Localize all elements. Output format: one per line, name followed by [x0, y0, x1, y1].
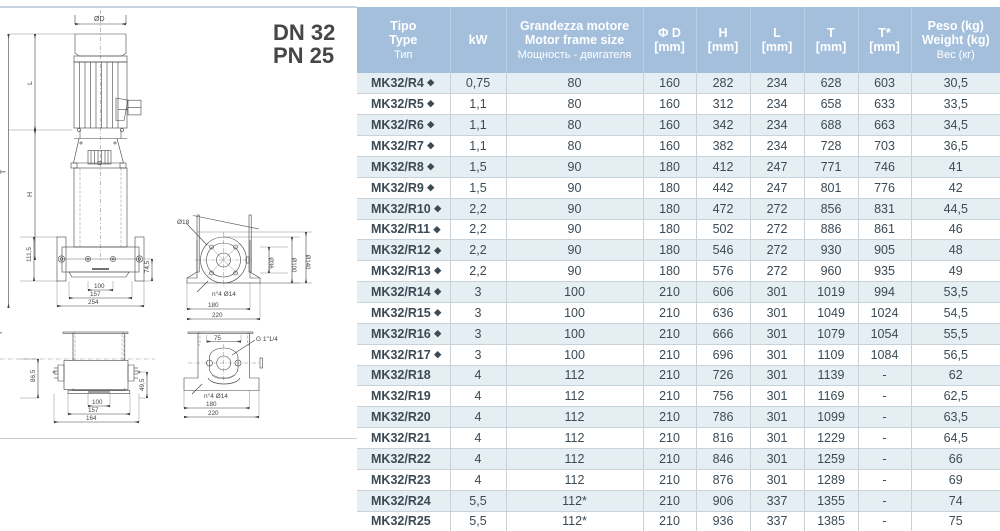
svg-text:180: 180: [208, 302, 219, 309]
svg-text:n°4 Ø14: n°4 Ø14: [204, 392, 228, 400]
svg-text:157: 157: [90, 291, 101, 298]
svg-text:G 1"1/4: G 1"1/4: [256, 336, 278, 343]
svg-text:164: 164: [86, 415, 97, 422]
svg-text:180: 180: [206, 401, 217, 408]
svg-text:220: 220: [212, 312, 223, 319]
svg-text:254: 254: [88, 299, 99, 306]
svg-text:100: 100: [92, 399, 103, 406]
svg-text:T: T: [1, 169, 8, 174]
svg-text:ØD: ØD: [94, 16, 105, 23]
svg-text:100: 100: [94, 283, 105, 290]
svg-text:T: T: [0, 330, 4, 335]
svg-text:H: H: [27, 192, 34, 197]
svg-text:74,5: 74,5: [144, 260, 151, 273]
svg-text:86,5: 86,5: [30, 369, 37, 382]
svg-text:Ø36: Ø36: [267, 257, 273, 269]
svg-text:111,5: 111,5: [26, 247, 33, 262]
svg-text:L: L: [27, 81, 34, 85]
svg-text:75: 75: [214, 335, 222, 342]
svg-text:DN 32: DN 32: [273, 20, 335, 45]
svg-text:n°4 Ø14: n°4 Ø14: [212, 290, 236, 298]
svg-text:49,5: 49,5: [139, 378, 146, 391]
svg-text:Ø100: Ø100: [290, 258, 296, 273]
svg-text:PN 25: PN 25: [273, 43, 334, 68]
svg-text:220: 220: [208, 410, 219, 417]
svg-text:157: 157: [88, 407, 99, 414]
svg-text:Ø140: Ø140: [304, 255, 310, 270]
